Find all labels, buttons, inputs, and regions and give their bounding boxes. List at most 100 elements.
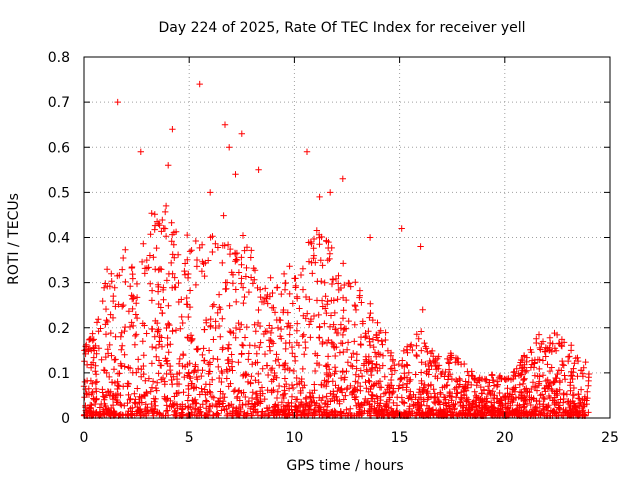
data-point bbox=[160, 296, 167, 303]
data-point bbox=[413, 342, 420, 349]
axis-ticks: 0 5 10 15 20 25 0 0.1 0.2 0.3 0.4 0.5 0.6 0.7 0.8 bbox=[48, 50, 619, 446]
data-point bbox=[248, 394, 256, 402]
data-point bbox=[209, 233, 216, 240]
data-point bbox=[372, 364, 379, 371]
data-point bbox=[149, 378, 157, 385]
data-point bbox=[274, 388, 281, 395]
data-point bbox=[184, 256, 191, 263]
data-point bbox=[322, 293, 329, 300]
data-point bbox=[147, 231, 154, 238]
data-point bbox=[299, 265, 307, 272]
data-point bbox=[346, 280, 353, 287]
data-point bbox=[109, 401, 117, 409]
data-point bbox=[473, 382, 480, 389]
data-point bbox=[326, 366, 333, 373]
data-point bbox=[330, 321, 337, 328]
data-point bbox=[163, 277, 171, 284]
data-point bbox=[201, 326, 208, 333]
data-point bbox=[418, 369, 425, 376]
data-point bbox=[471, 376, 479, 384]
data-point bbox=[339, 368, 346, 376]
data-point bbox=[373, 361, 380, 368]
data-point bbox=[289, 350, 296, 357]
data-point bbox=[213, 410, 221, 418]
data-point bbox=[542, 388, 549, 395]
y-tick-label: 0.6 bbox=[48, 140, 70, 156]
data-point bbox=[526, 389, 533, 396]
data-point bbox=[232, 256, 240, 263]
data-point bbox=[186, 287, 194, 294]
data-point bbox=[289, 384, 297, 392]
data-point bbox=[119, 266, 126, 273]
data-point bbox=[269, 365, 276, 372]
data-point bbox=[133, 314, 141, 322]
data-point bbox=[517, 371, 524, 379]
data-point bbox=[499, 401, 506, 408]
data-point bbox=[223, 366, 230, 373]
data-point bbox=[258, 384, 266, 391]
data-point bbox=[423, 411, 431, 418]
data-point bbox=[289, 300, 296, 307]
data-point bbox=[523, 409, 531, 416]
data-point bbox=[516, 402, 523, 410]
data-point bbox=[539, 357, 547, 364]
data-point bbox=[255, 306, 262, 314]
data-point bbox=[139, 338, 146, 345]
data-point bbox=[389, 356, 396, 363]
data-point bbox=[579, 408, 586, 415]
data-point bbox=[277, 325, 285, 333]
data-point bbox=[214, 244, 222, 251]
data-point bbox=[484, 407, 491, 415]
data-point bbox=[200, 345, 207, 352]
data-point bbox=[164, 341, 171, 349]
data-point bbox=[156, 265, 164, 273]
data-point bbox=[532, 407, 539, 415]
data-point bbox=[309, 270, 316, 277]
data-point bbox=[169, 270, 176, 277]
data-point bbox=[357, 387, 364, 394]
grid-lines bbox=[84, 57, 610, 418]
data-point bbox=[344, 384, 351, 392]
data-point bbox=[292, 282, 299, 290]
data-point bbox=[83, 361, 91, 369]
data-point bbox=[542, 348, 549, 356]
data-point bbox=[306, 389, 314, 396]
data-point bbox=[114, 399, 121, 406]
data-point bbox=[278, 399, 286, 406]
data-point bbox=[143, 256, 150, 264]
data-point bbox=[317, 257, 324, 264]
data-point bbox=[561, 376, 569, 383]
data-point bbox=[403, 346, 410, 353]
data-point bbox=[193, 263, 201, 270]
data-point bbox=[183, 294, 190, 302]
data-point bbox=[102, 331, 110, 338]
data-point bbox=[427, 350, 435, 357]
data-point bbox=[259, 365, 266, 372]
data-point bbox=[539, 403, 547, 410]
data-point bbox=[288, 381, 296, 389]
data-point bbox=[297, 389, 304, 397]
data-point bbox=[264, 362, 271, 369]
data-point bbox=[297, 271, 305, 279]
data-point bbox=[321, 320, 328, 327]
data-point bbox=[102, 305, 110, 313]
data-point bbox=[321, 279, 328, 286]
data-point bbox=[430, 386, 437, 393]
data-point bbox=[264, 291, 271, 299]
data-point bbox=[405, 369, 412, 376]
data-point bbox=[280, 394, 287, 402]
data-point bbox=[241, 293, 248, 301]
data-point bbox=[257, 339, 264, 346]
data-point bbox=[538, 391, 546, 398]
data-point bbox=[150, 254, 157, 261]
data-point bbox=[574, 411, 581, 418]
data-point bbox=[354, 379, 362, 387]
data-point bbox=[582, 358, 589, 366]
data-point bbox=[232, 250, 239, 258]
data-point bbox=[419, 306, 426, 313]
data-point bbox=[293, 374, 300, 382]
data-point bbox=[190, 384, 198, 391]
data-point bbox=[351, 338, 358, 345]
data-point bbox=[337, 339, 345, 347]
data-point bbox=[192, 281, 200, 289]
